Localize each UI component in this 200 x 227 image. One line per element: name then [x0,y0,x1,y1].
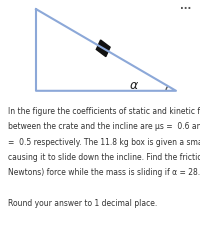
Text: causing it to slide down the incline. Find the frictional (in: causing it to slide down the incline. Fi… [8,153,200,162]
Polygon shape [96,40,110,57]
Text: Round your answer to 1 decimal place.: Round your answer to 1 decimal place. [8,199,157,208]
Text: ...: ... [180,1,192,11]
Text: =  0.5 respectively. The 11.8 kg box is given a small push: = 0.5 respectively. The 11.8 kg box is g… [8,138,200,147]
Text: In the figure the coefficients of static and kinetic friction: In the figure the coefficients of static… [8,107,200,116]
Text: α: α [130,79,138,92]
Text: Newtons) force while the mass is sliding if α = 28.3 °.: Newtons) force while the mass is sliding… [8,168,200,178]
Text: between the crate and the incline are μs =  0.6 and μk: between the crate and the incline are μs… [8,122,200,131]
